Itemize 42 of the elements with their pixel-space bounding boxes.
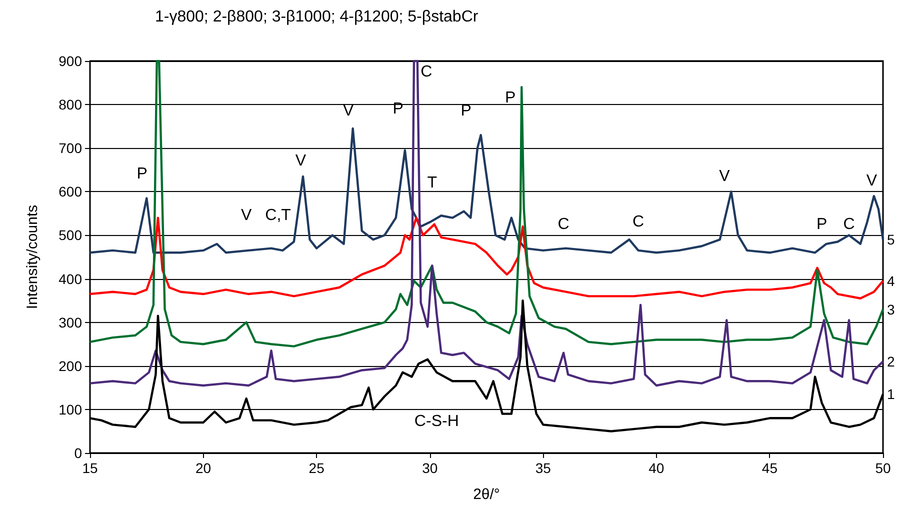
series-label: 1 xyxy=(887,386,895,402)
y-tick-label: 900 xyxy=(58,53,82,69)
annotation: P xyxy=(136,166,148,183)
annotation: P xyxy=(504,90,516,107)
x-tick-label: 20 xyxy=(195,460,212,476)
chart-title: 1-γ800; 2-β800; 3-β1000; 4-β1200; 5-βstabCr xyxy=(155,8,479,26)
annotation: C,T xyxy=(265,207,292,224)
y-tick-label: 0 xyxy=(74,445,82,461)
annotation: C xyxy=(843,216,855,233)
x-tick-label: 15 xyxy=(82,460,98,476)
x-axis-title: 2θ/° xyxy=(473,486,500,503)
annotation: P xyxy=(816,216,828,233)
annotation: T xyxy=(427,174,438,192)
annotation: C-S-H xyxy=(414,413,459,430)
y-axis-title: Intensity/counts xyxy=(24,204,41,310)
y-tick-label: 100 xyxy=(58,401,82,418)
series-label: 2 xyxy=(887,354,895,370)
series-label: 5 xyxy=(887,232,895,248)
annotation: V xyxy=(295,152,306,170)
y-tick-label: 300 xyxy=(58,314,82,330)
x-tick-label: 45 xyxy=(762,460,778,476)
series-label: 3 xyxy=(887,301,895,318)
y-tick-label: 500 xyxy=(58,227,82,244)
x-tick-label: 40 xyxy=(648,460,664,476)
annotation: V xyxy=(241,207,252,224)
annotation: V xyxy=(719,168,730,185)
annotation: V xyxy=(342,102,354,120)
y-tick-label: 600 xyxy=(58,184,82,200)
annotation: C xyxy=(558,216,570,233)
x-tick-label: 30 xyxy=(422,460,438,476)
y-tick-label: 200 xyxy=(58,358,82,374)
x-tick-label: 35 xyxy=(535,460,552,476)
y-tick-label: 700 xyxy=(58,140,82,156)
annotation: C xyxy=(632,214,644,231)
y-tick-label: 400 xyxy=(58,270,82,287)
series-label: 4 xyxy=(887,272,895,289)
x-tick-label: 25 xyxy=(308,460,325,476)
annotation: C xyxy=(420,63,432,80)
annotation: V xyxy=(866,172,878,190)
line-series xyxy=(88,127,884,254)
x-tick-label: 50 xyxy=(875,460,891,476)
y-tick-label: 800 xyxy=(58,96,82,113)
